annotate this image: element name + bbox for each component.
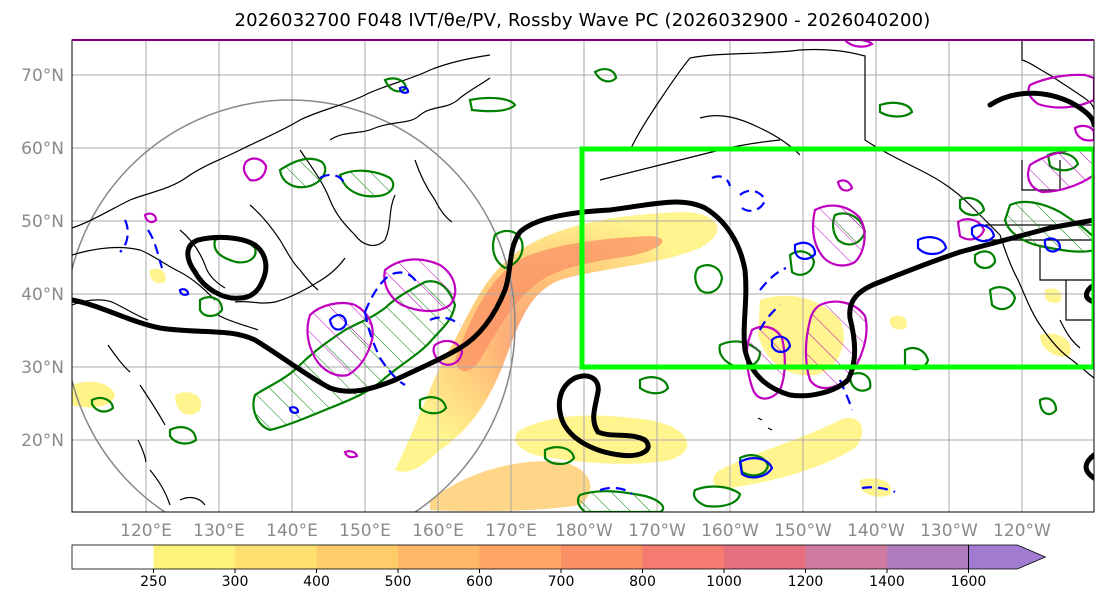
colorbar-segment [479,545,562,569]
map-plot-area [72,40,1094,512]
lon-label-150w: 150°W [774,521,832,541]
colorbar-tick-label: 600 [466,574,493,590]
colorbar-ticks: 250 300 400 500 600 700 800 1000 1200 1400 1600 [140,569,986,590]
colorbar-tick-label: 800 [629,574,656,590]
colorbar-tick-label: 250 [140,574,167,590]
colorbar-segment [153,545,236,569]
colorbar-segment [642,545,725,569]
colorbar-tick-label: 1400 [869,574,905,590]
longitude-labels: 120°E 130°E 140°E 150°E 160°E 170°E 180°… [120,521,1051,541]
highlight-box [579,146,1094,370]
colorbar-tick-label: 1000 [706,574,742,590]
colorbar-segment [561,545,643,569]
lon-label-130e: 130°E [193,521,245,541]
lat-label-50: 50°N [21,212,64,232]
latitude-labels: 70°N 60°N 50°N 40°N 30°N 20°N [21,66,64,451]
lon-label-120e: 120°E [120,521,172,541]
lon-label-150e: 150°E [339,521,391,541]
colorbar-tick-label: 1600 [951,574,987,590]
colorbar-extension [968,544,1047,570]
colorbar-segment [887,545,969,569]
lon-label-140w: 140°W [847,521,905,541]
lon-label-120w: 120°W [993,521,1051,541]
colorbar-tick-label: 500 [385,574,412,590]
lat-label-40: 40°N [21,285,64,305]
colorbar: 250 300 400 500 600 700 800 1000 1200 1400 1600 [71,544,1047,590]
lon-label-170e: 170°E [485,521,537,541]
colorbar-segment [398,545,480,569]
colorbar-segment [805,545,888,569]
lon-label-170w: 170°W [628,521,686,541]
colorbar-segment [316,545,399,569]
colorbar-tick-label: 300 [222,574,249,590]
colorbar-frame [71,544,969,570]
lon-label-140e: 140°E [266,521,318,541]
lon-label-130w: 130°W [920,521,978,541]
colorbar-segment [72,545,154,569]
lat-label-60: 60°N [21,139,64,159]
black-contour [72,90,1094,481]
lat-label-30: 30°N [21,358,64,378]
map-title: 2026032700 F048 IVT/θe/PV, Rossby Wave P… [234,10,931,31]
lon-label-160w: 160°W [701,521,759,541]
colorbar-segments [71,544,1047,570]
colorbar-segment [235,545,317,569]
lon-label-180w: 180°W [555,521,613,541]
lat-label-20: 20°N [21,431,64,451]
colorbar-tick-label: 400 [303,574,330,590]
colorbar-tick-label: 1200 [788,574,824,590]
lon-label-160e: 160°E [412,521,464,541]
colorbar-tick-label: 700 [548,574,575,590]
lat-label-70: 70°N [21,66,64,86]
blue-contours [119,86,1062,495]
colorbar-segment [724,545,806,569]
region-circle [72,99,516,512]
